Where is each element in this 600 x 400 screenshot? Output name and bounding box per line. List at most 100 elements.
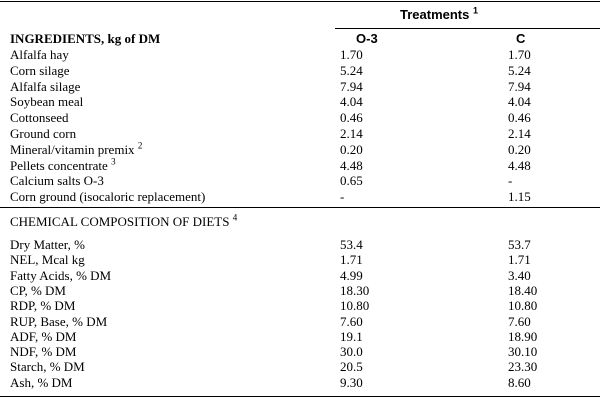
cell-c: 0.46 [508,110,531,126]
table-row: Starch, % DM 20.5 23.30 [0,359,600,374]
cell-c: 7.60 [508,313,531,329]
row-label: Mineral/vitamin premix 2 [10,140,143,157]
cell-o3: 10.80 [340,298,370,314]
table-row: RUP, Base, % DM 7.60 7.60 [0,314,600,329]
cell-c: 10.80 [508,298,538,314]
cell-o3: 7.94 [340,78,363,94]
cell-o3: 53.4 [340,237,363,252]
table-row: RDP, % DM 10.80 10.80 [0,298,600,313]
treatments-rule [335,28,600,29]
column-o3-header: O-3 [356,31,378,46]
row-label-text: Soybean meal [10,94,84,110]
cell-o3: - [340,189,345,205]
row-footnote: 2 [137,140,143,151]
row-label-text: Pellets concentrate [10,157,108,173]
chemical-section-title: CHEMICAL COMPOSITION OF DIETS 4 [10,212,238,229]
cell-o3: 0.20 [340,141,363,157]
row-label-text: Corn silage [10,62,70,78]
cell-c: 1.70 [508,47,531,62]
table-row: ADF, % DM 19.1 18.90 [0,329,600,344]
bottom-rule [0,396,600,397]
table-row: Fatty Acids, % DM 4.99 3.40 [0,268,600,283]
row-label: Ash, % DM [10,375,72,390]
table-row: Soybean meal 4.04 4.04 [0,94,600,109]
cell-o3: 7.60 [340,313,363,329]
row-label: Cottonseed [10,110,69,125]
table-row: Calcium salts O-3 0.65 - [0,173,600,188]
row-label-text: Mineral/vitamin premix [10,141,135,157]
column-c-header: C [516,31,526,46]
table-row: NDF, % DM 30.0 30.10 [0,344,600,359]
row-label-text: Dry Matter, % [10,237,85,252]
cell-c: 4.48 [508,157,531,173]
row-label: Soybean meal [10,94,83,109]
row-label-text: NDF, % DM [10,344,77,360]
row-label-text: Fatty Acids, % DM [10,267,112,283]
chemical-footnote: 4 [232,212,238,223]
cell-c: 5.24 [508,62,531,78]
cell-c: 53.7 [508,237,531,252]
cell-o3: 2.14 [340,126,363,141]
table-row: Ash, % DM 9.30 8.60 [0,375,600,390]
row-label-text: Ground corn [10,126,77,141]
cell-c: 18.90 [508,328,538,344]
row-label: Alfalfa hay [10,47,69,62]
table-row: Alfalfa hay 1.70 1.70 [0,47,600,62]
cell-o3: 19.1 [340,328,363,344]
cell-c: 2.14 [508,126,531,141]
treatments-title: Treatments [400,7,470,22]
row-label: NDF, % DM [10,344,77,359]
cell-o3: 4.48 [340,157,363,173]
row-label-text: Alfalfa silage [10,78,81,94]
row-label-text: RDP, % DM [10,298,76,314]
cell-o3: 4.99 [340,267,363,283]
row-label: Calcium salts O-3 [10,173,104,188]
column-header-row: INGREDIENTS, kg of DM O-3 C [0,31,600,46]
row-label: RDP, % DM [10,298,75,313]
cell-o3: 30.0 [340,344,363,360]
row-label: Dry Matter, % [10,237,85,252]
cell-c: 23.30 [508,359,538,375]
row-label: ADF, % DM [10,329,77,344]
row-label-text: CP, % DM [10,282,66,298]
cell-o3: 0.65 [340,173,363,189]
section-rule [0,207,600,208]
table-row: Pellets concentrate 3 4.48 4.48 [0,156,600,173]
table-row: Cottonseed 0.46 0.46 [0,110,600,125]
cell-o3: 20.5 [340,359,363,375]
table-row: Corn silage 5.24 5.24 [0,63,600,78]
row-label-text: Alfalfa hay [10,47,69,62]
cell-o3: 1.70 [340,47,363,62]
row-label-text: RUP, Base, % DM [10,313,108,329]
table-row: Alfalfa silage 7.94 7.94 [0,79,600,94]
row-label: Alfalfa silage [10,79,80,94]
row-label: NEL, Mcal kg [10,252,85,267]
cell-c: 8.60 [508,374,531,390]
table-row: Dry Matter, % 53.4 53.7 [0,237,600,252]
row-footnote: 3 [111,156,116,167]
row-label-text: Calcium salts O-3 [10,173,104,189]
table-row: Mineral/vitamin premix 2 0.20 0.20 [0,140,600,157]
table-row: CP, % DM 18.30 18.40 [0,283,600,298]
cell-c: 0.20 [508,141,531,157]
cell-c: 4.04 [508,94,531,110]
treatments-header: Treatments 1 [400,6,478,23]
row-label: Corn ground (isocaloric replacement) [10,189,205,204]
cell-o3: 4.04 [340,94,363,110]
cell-c: 18.40 [508,282,538,298]
table-row: Ground corn 2.14 2.14 [0,126,600,141]
cell-o3: 18.30 [340,282,370,298]
cell-o3: 9.30 [340,374,363,390]
cell-o3: 0.46 [340,110,363,126]
cell-c: 30.10 [508,344,538,360]
row-label: RUP, Base, % DM [10,314,107,329]
cell-c: 3.40 [508,267,531,283]
table-row: Corn ground (isocaloric replacement) - 1.1… [0,189,600,204]
row-label: Ground corn [10,126,76,141]
table-row: NEL, Mcal kg 1.71 1.71 [0,252,600,267]
row-label: CP, % DM [10,283,66,298]
row-label-text: ADF, % DM [10,328,77,344]
cell-c: 1.71 [508,252,531,268]
row-label-text: NEL, Mcal kg [10,252,85,268]
